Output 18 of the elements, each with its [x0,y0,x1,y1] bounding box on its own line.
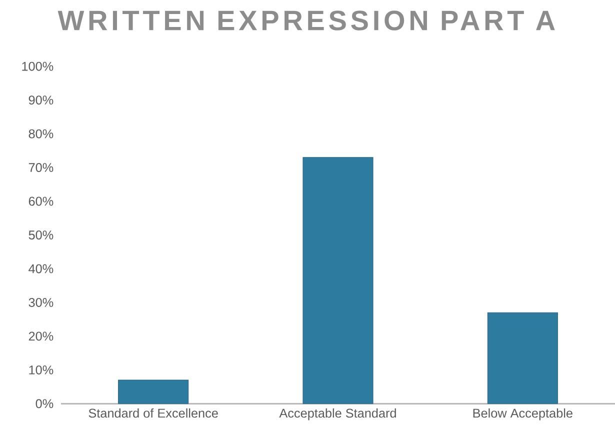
x-tick-label: Acceptable Standard [279,408,396,420]
y-tick-label: 40% [28,264,54,274]
bar [118,380,189,404]
y-tick-label: 80% [28,129,54,138]
y-tick-label: 0% [36,399,54,408]
y-tick-label: 100% [22,62,54,71]
y-tick-label: 50% [28,230,54,240]
chart-title: WRITTEN EXPRESSION PART A [58,10,555,30]
x-tick-label: Standard of Excellence [88,408,218,418]
bar [487,312,558,404]
y-tick-label: 90% [28,96,54,105]
y-tick-label: 20% [28,332,54,341]
y-tick-label: 70% [28,163,54,172]
x-tick-label: Below Acceptable [473,408,572,420]
y-tick-label: 60% [28,196,54,206]
y-tick-label: 10% [29,365,54,374]
bar [302,157,374,404]
y-tick-label: 30% [28,298,54,307]
